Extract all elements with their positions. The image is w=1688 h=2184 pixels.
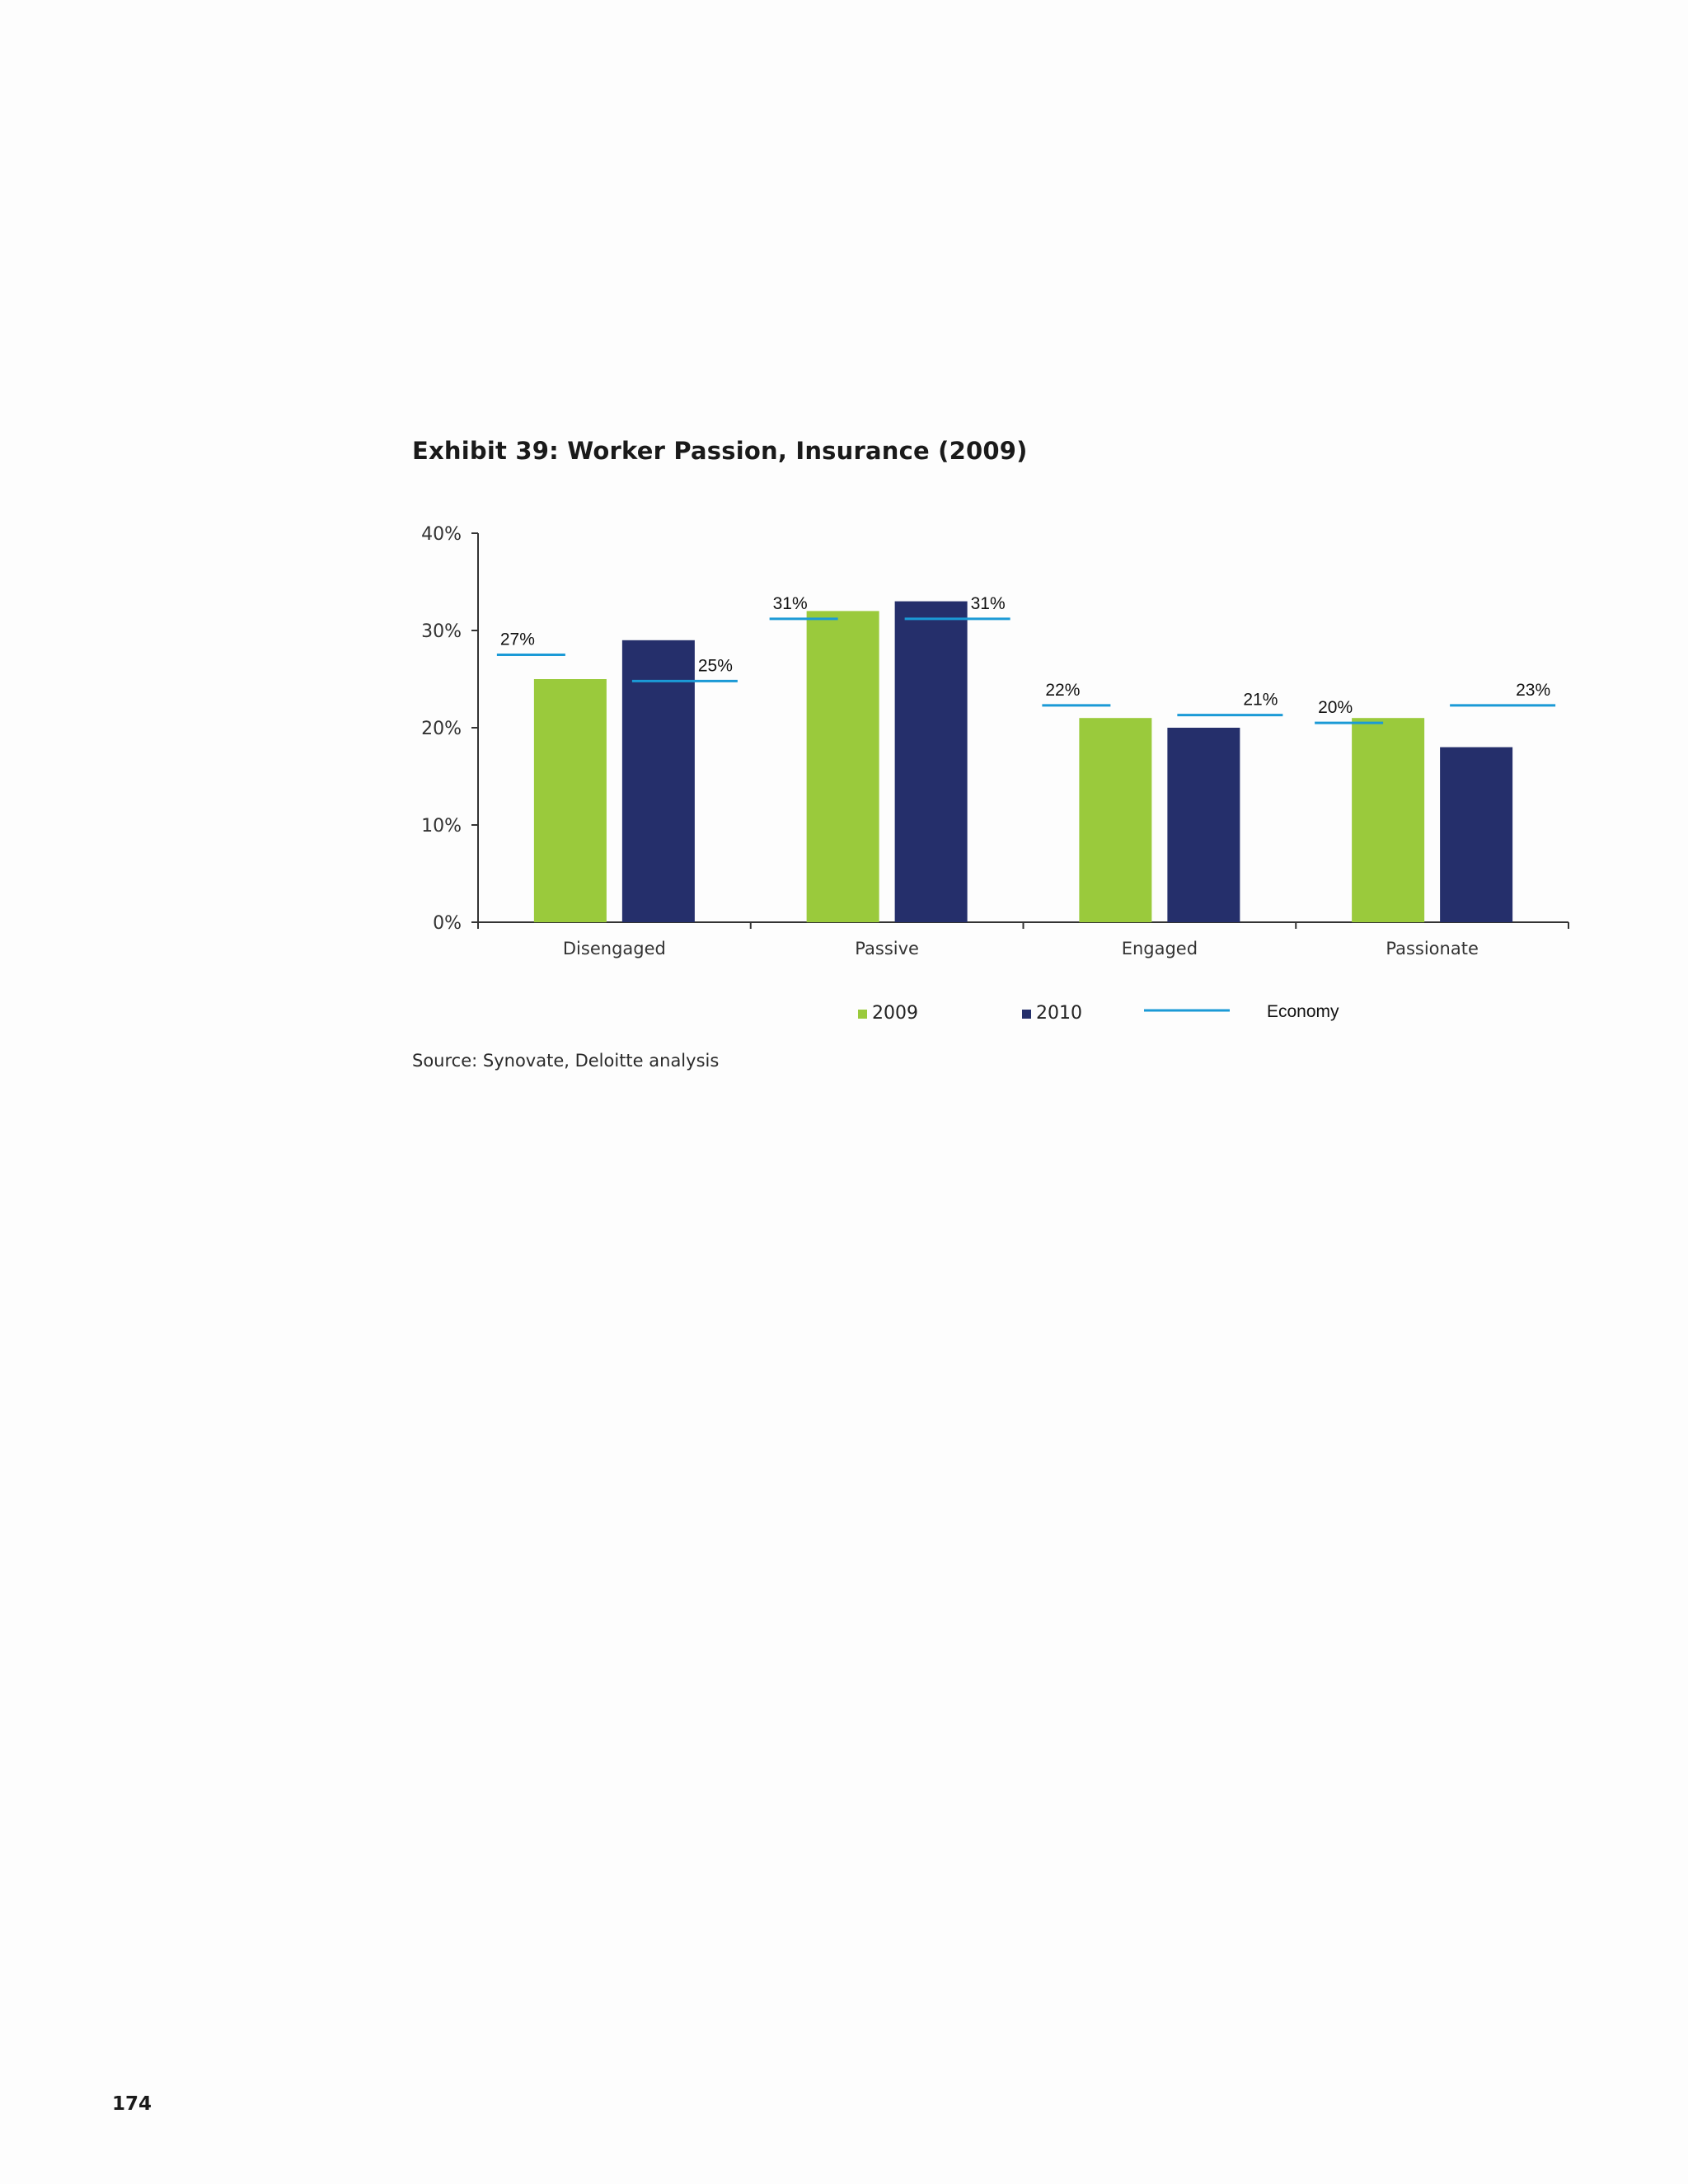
bar-2010 bbox=[621, 640, 695, 922]
bar-2009 bbox=[806, 611, 879, 922]
economy-data-label: 31% bbox=[773, 594, 808, 613]
bar-chart: 0% 10% 20% 30% 40% Disengaged 27% 25% Passive 31%… bbox=[421, 524, 1569, 1024]
y-tick-label: 0% bbox=[433, 913, 462, 934]
chart-title: Exhibit 39: Worker Passion, Insurance (2… bbox=[412, 437, 1028, 465]
economy-data-label: 22% bbox=[1045, 681, 1080, 700]
bar-2009 bbox=[533, 679, 607, 922]
bar-2010 bbox=[1440, 747, 1513, 922]
legend-swatch-2010 bbox=[1022, 1010, 1031, 1019]
economy-data-label: 27% bbox=[500, 630, 535, 649]
y-tick-label: 30% bbox=[421, 621, 462, 642]
bar-2010 bbox=[894, 601, 968, 922]
economy-data-label: 20% bbox=[1318, 698, 1353, 717]
economy-data-label: 25% bbox=[698, 656, 733, 675]
legend-swatch-2009 bbox=[858, 1010, 867, 1019]
bar-2009 bbox=[1079, 718, 1152, 922]
page-number: 174 bbox=[112, 2093, 152, 2115]
y-tick-label: 10% bbox=[421, 816, 462, 837]
x-category-label: Disengaged bbox=[563, 939, 666, 958]
bar-2010 bbox=[1167, 728, 1240, 922]
source-note: Source: Synovate, Deloitte analysis bbox=[412, 1051, 720, 1071]
economy-data-label: 21% bbox=[1243, 691, 1278, 710]
y-tick-label: 40% bbox=[421, 524, 462, 545]
x-category-label: Engaged bbox=[1122, 939, 1198, 958]
x-category-label: Passive bbox=[855, 939, 919, 958]
x-category-label: Passionate bbox=[1386, 939, 1479, 958]
y-tick-label: 20% bbox=[421, 719, 462, 739]
economy-data-label: 31% bbox=[971, 594, 1006, 613]
bar-2009 bbox=[1352, 718, 1425, 922]
legend-label-2009: 2009 bbox=[872, 1003, 918, 1024]
economy-data-label: 23% bbox=[1516, 681, 1550, 700]
legend-label-2010: 2010 bbox=[1036, 1003, 1082, 1024]
legend-label-economy: Economy bbox=[1267, 1002, 1339, 1021]
